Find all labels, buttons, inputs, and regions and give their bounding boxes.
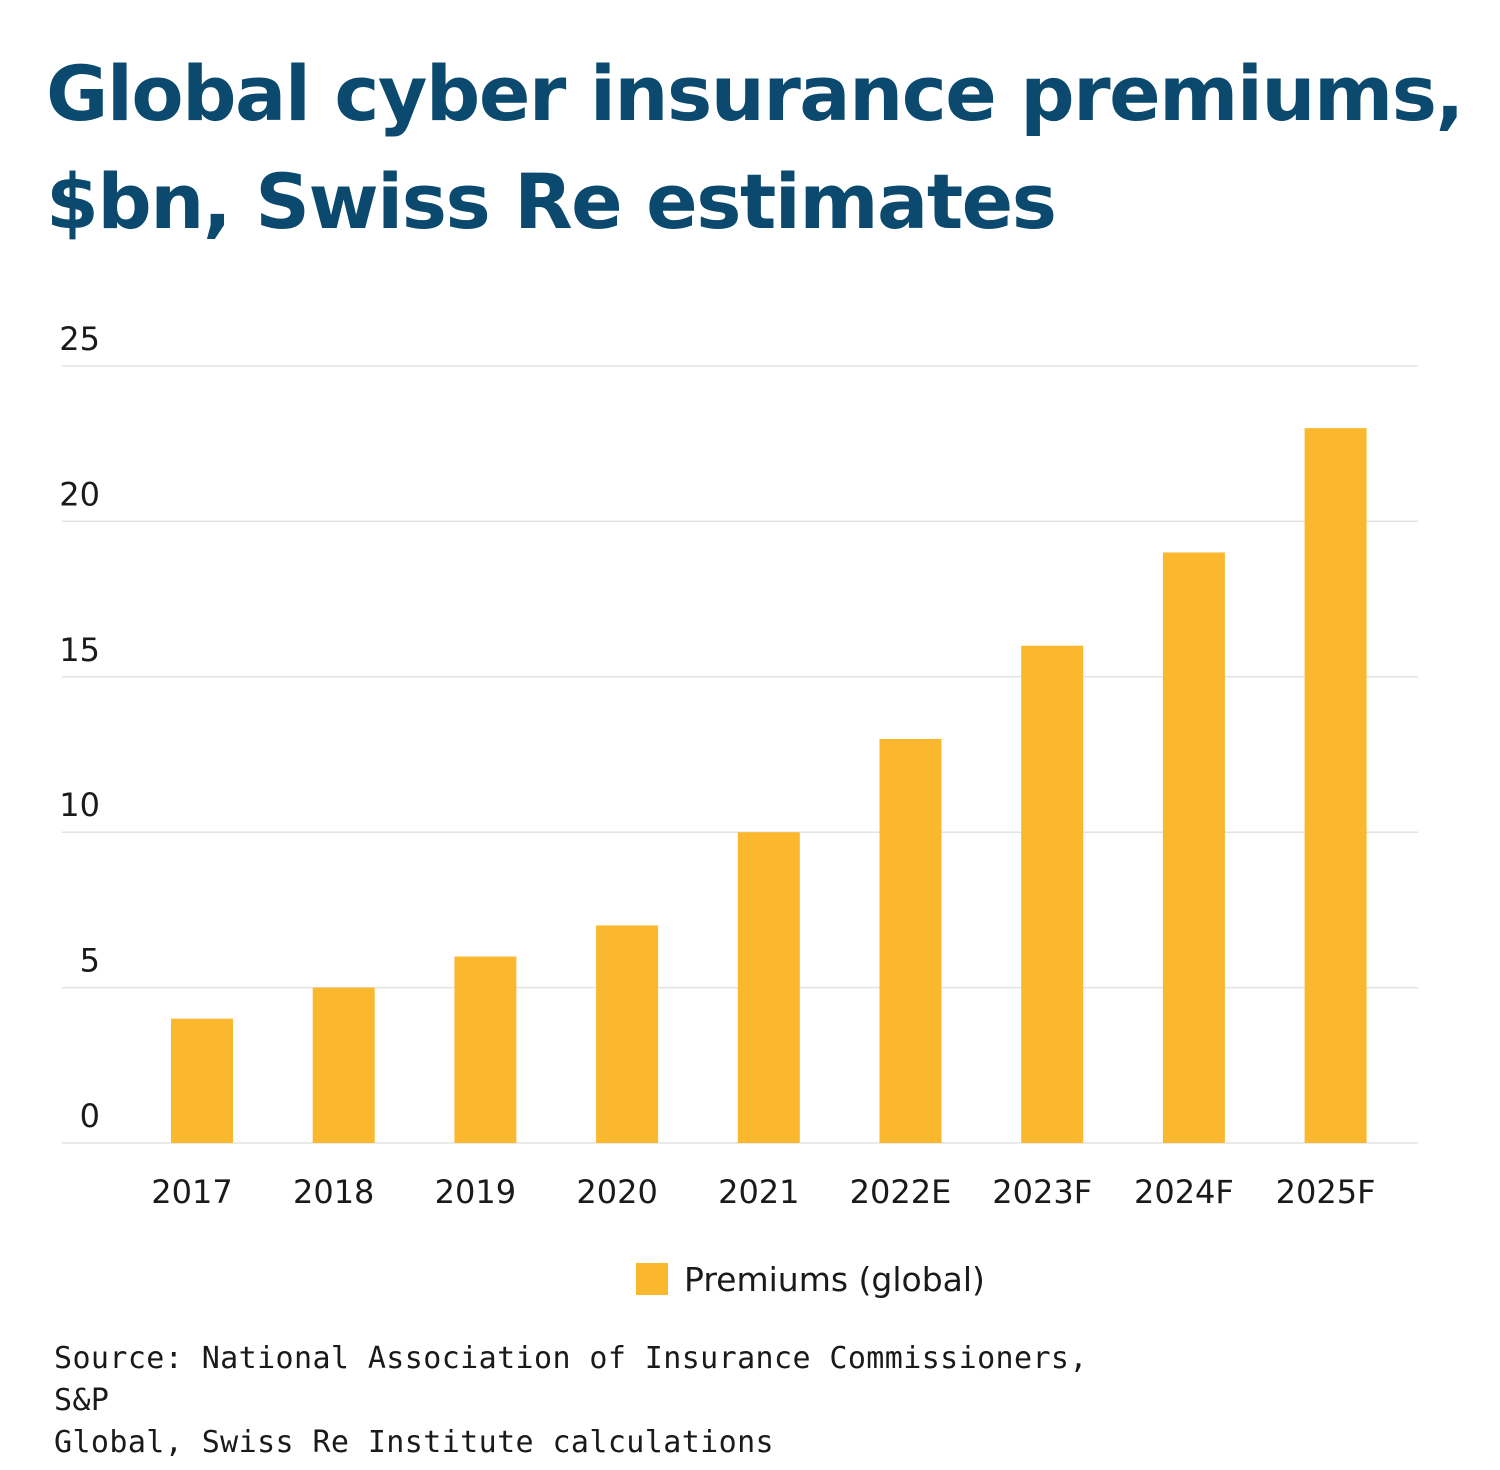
bar <box>1304 428 1367 1143</box>
bar <box>312 987 375 1143</box>
bar-chart: 0 5 10 15 20 25 2017 2018 2019 2020 2021 2022E 2023… <box>59 320 1418 1211</box>
bar <box>879 738 942 1143</box>
y-tick-label: 25 <box>59 320 100 358</box>
source-note: Source: National Association of Insuranc… <box>54 1338 1154 1464</box>
bar <box>171 1018 233 1143</box>
bar <box>454 956 517 1143</box>
legend-swatch <box>636 1263 668 1295</box>
x-tick-label: 2017 <box>151 1173 232 1211</box>
x-tick-label: 2024F <box>1134 1173 1234 1211</box>
bar <box>737 832 800 1143</box>
bars <box>171 428 1367 1143</box>
y-tick-label: 20 <box>59 475 100 513</box>
legend-label: Premiums (global) <box>684 1259 985 1299</box>
x-tick-label: 2022E <box>850 1173 952 1211</box>
bar <box>1162 552 1225 1143</box>
x-axis-tick-labels: 2017 2018 2019 2020 2021 2022E 2023F 2024F 2025F <box>151 1173 1375 1211</box>
chart-title-line-2: $bn, Swiss Re estimates <box>46 157 1057 246</box>
x-tick-label: 2023F <box>992 1173 1092 1211</box>
x-tick-label: 2025F <box>1276 1173 1376 1211</box>
y-tick-label: 5 <box>80 942 100 980</box>
chart-title-line-1: Global cyber insurance premiums, <box>46 49 1464 138</box>
y-tick-label: 15 <box>59 631 100 669</box>
bar <box>1021 645 1084 1143</box>
x-tick-label: 2020 <box>576 1173 657 1211</box>
bar <box>596 925 659 1143</box>
y-axis-tick-labels: 0 5 10 15 20 25 <box>59 320 100 1135</box>
x-tick-label: 2018 <box>293 1173 374 1211</box>
source-line-1: Source: National Association of Insuranc… <box>54 1341 1088 1418</box>
x-tick-label: 2019 <box>435 1173 516 1211</box>
x-tick-label: 2021 <box>718 1173 799 1211</box>
source-line-2: Global, Swiss Re Institute calculations <box>54 1425 774 1460</box>
legend: Premiums (global) <box>636 1256 985 1302</box>
y-tick-label: 0 <box>80 1097 100 1135</box>
chart-title: Global cyber insurance premiums, $bn, Sw… <box>46 40 1476 256</box>
y-tick-label: 10 <box>59 786 100 824</box>
